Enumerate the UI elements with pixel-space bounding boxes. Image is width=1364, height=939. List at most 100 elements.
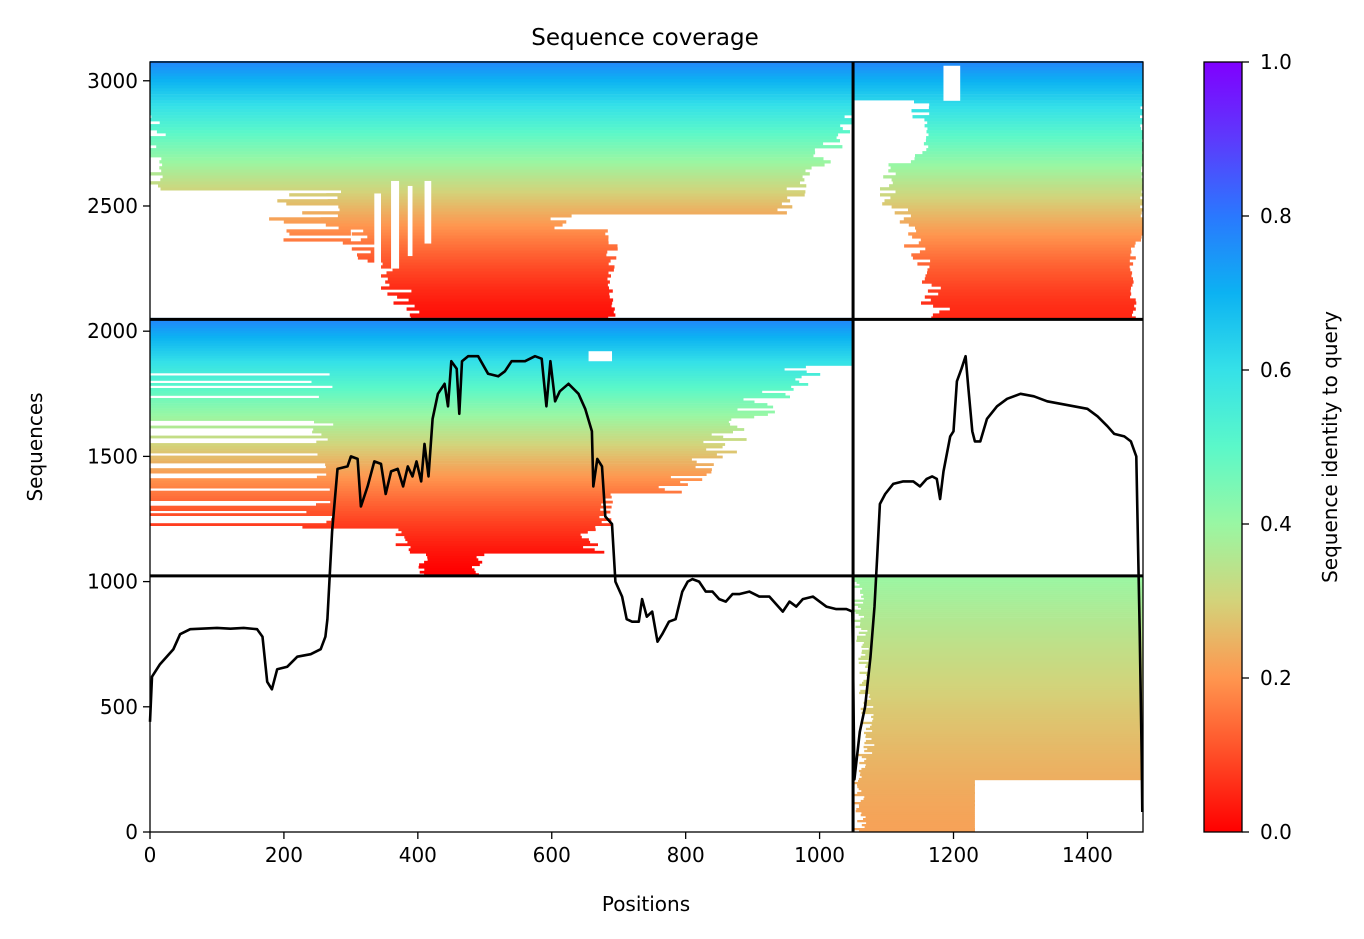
coverage-row xyxy=(360,238,609,242)
coverage-row xyxy=(857,637,1143,640)
coverage-row xyxy=(870,667,1143,670)
coverage-row xyxy=(398,528,596,532)
coverage-row xyxy=(857,783,975,787)
coverage-row xyxy=(338,226,555,230)
coverage-row xyxy=(853,609,1143,612)
coverage-row xyxy=(873,713,1143,717)
coverage-row xyxy=(150,375,802,379)
coverage-row xyxy=(863,679,1143,683)
coverage-row xyxy=(150,73,854,77)
coverage-row xyxy=(861,775,1141,779)
coverage-row xyxy=(419,570,476,574)
coverage-row xyxy=(150,181,800,185)
coverage-row xyxy=(342,211,787,215)
coverage-row xyxy=(150,112,854,116)
coverage-row xyxy=(858,631,1143,634)
colorbar-tick-label: 0.8 xyxy=(1260,204,1292,228)
coverage-row xyxy=(865,733,1143,737)
coverage-row xyxy=(853,82,1143,86)
coverage-row xyxy=(150,393,786,396)
coverage-row xyxy=(150,458,692,461)
coverage-row xyxy=(150,100,854,104)
coverage-row xyxy=(949,307,1136,311)
coverage-row xyxy=(387,292,610,296)
coverage-row xyxy=(150,493,611,496)
coverage-row xyxy=(150,82,854,86)
coverage-row xyxy=(931,283,1133,287)
coverage-row xyxy=(357,253,607,257)
coverage-row xyxy=(858,661,1143,664)
coverage-row xyxy=(880,187,1143,191)
coverage-row xyxy=(925,274,1132,278)
coverage-row xyxy=(401,530,588,534)
coverage-row xyxy=(283,220,351,224)
coverage-row xyxy=(340,220,567,224)
coverage-row xyxy=(865,665,1143,668)
coverage-row xyxy=(316,475,671,479)
coverage-row xyxy=(853,802,975,805)
coverage-row xyxy=(874,743,1143,747)
coverage-row xyxy=(884,199,1143,203)
x-axis-label: Positions xyxy=(602,892,690,916)
coverage-row xyxy=(858,787,975,791)
coverage-row xyxy=(150,383,809,386)
coverage-row xyxy=(853,97,1143,101)
coverage-row xyxy=(929,265,1130,269)
coverage-row xyxy=(928,145,1143,149)
coverage-row xyxy=(926,148,1143,152)
coverage-row xyxy=(869,669,1143,672)
coverage-row xyxy=(892,181,1143,185)
coverage-row xyxy=(853,79,1143,83)
coverage-row xyxy=(326,520,602,524)
coverage-row xyxy=(860,623,1143,626)
coverage-row xyxy=(865,765,1141,769)
coverage-row xyxy=(889,184,1143,188)
coverage-row xyxy=(150,388,794,391)
coverage-row xyxy=(160,178,805,182)
coverage-row xyxy=(857,635,1143,638)
coverage-row xyxy=(872,719,1143,723)
coverage-row xyxy=(863,818,975,821)
x-tick-label: 1000 xyxy=(794,843,845,867)
coverage-row xyxy=(860,655,1143,658)
coverage-row xyxy=(150,468,712,471)
coverage-row xyxy=(924,118,1143,122)
coverage-row xyxy=(150,337,854,341)
coverage-row xyxy=(378,265,615,269)
coverage-row xyxy=(860,617,1143,620)
coverage-row xyxy=(150,148,815,152)
coverage-row xyxy=(863,601,1143,604)
coverage-row xyxy=(407,540,591,544)
coverage-row xyxy=(926,130,1143,134)
coverage-row xyxy=(150,70,854,74)
coverage-row xyxy=(864,795,975,799)
x-tick-label: 1400 xyxy=(1062,843,1113,867)
coverage-row xyxy=(379,286,609,290)
coverage-row xyxy=(150,322,854,326)
coverage-gap xyxy=(424,180,432,244)
coverage-row xyxy=(333,423,731,426)
coverage-row xyxy=(932,313,1132,317)
coverage-row xyxy=(860,689,1143,693)
coverage-row xyxy=(914,100,1143,104)
coverage-row xyxy=(853,70,1143,74)
coverage-row xyxy=(162,175,803,179)
coverage-row xyxy=(338,205,793,209)
coverage-row xyxy=(880,193,1143,197)
coverage-row xyxy=(150,332,854,336)
coverage-row xyxy=(853,64,1143,68)
x-tick-label: 600 xyxy=(533,843,571,867)
coverage-row xyxy=(895,190,1142,194)
coverage-row xyxy=(891,205,1141,209)
coverage-row xyxy=(928,133,1143,137)
coverage-row xyxy=(866,687,1143,691)
coverage-row xyxy=(150,365,806,369)
coverage-row xyxy=(312,430,733,434)
coverage-row xyxy=(426,553,485,557)
coverage-row xyxy=(866,822,975,825)
x-tick-label: 200 xyxy=(265,843,303,867)
coverage-row xyxy=(150,523,613,526)
coverage-row xyxy=(911,253,1131,257)
coverage-row xyxy=(865,739,1143,743)
